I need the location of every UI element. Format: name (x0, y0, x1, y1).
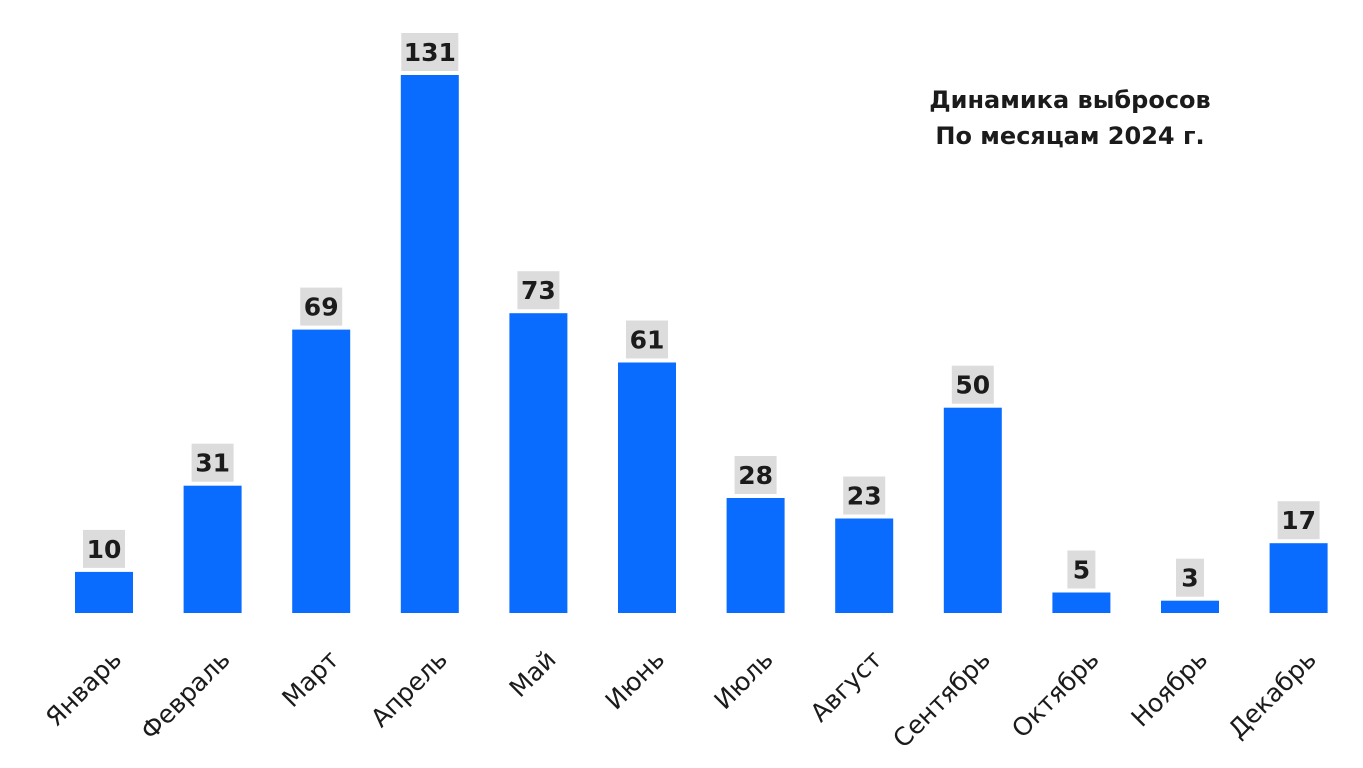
value-label-11: 3 (1181, 564, 1198, 593)
bar-3 (292, 329, 351, 613)
bar-4 (400, 75, 459, 613)
value-label-bg-8 (843, 476, 886, 515)
value-label-bg-10 (1067, 550, 1096, 589)
value-label-bg-7 (734, 456, 777, 494)
bar-8 (835, 518, 894, 613)
bar-1 (75, 571, 133, 613)
value-label-10: 5 (1073, 556, 1090, 585)
bar-12 (1269, 543, 1328, 613)
x-tick-label-7: Июль (709, 645, 779, 715)
value-label-bg-2 (191, 443, 234, 482)
x-tick-labels-group: Январь Февраль Март Апрель Май Июнь Июль Август… (40, 645, 1322, 754)
x-tick-label-4: Апрель (365, 645, 453, 733)
value-label-12: 17 (1281, 506, 1316, 535)
value-label-bg-12 (1277, 501, 1320, 540)
bar-5 (509, 313, 568, 613)
bar-10 (1052, 592, 1111, 613)
value-label-bg-9 (951, 365, 994, 404)
bar-11 (1161, 600, 1219, 613)
value-label-1: 10 (87, 535, 122, 564)
bar-6 (618, 362, 676, 613)
value-label-bg-5 (517, 271, 560, 310)
value-label-2: 31 (195, 449, 230, 478)
value-label-7: 28 (738, 461, 773, 490)
x-tick-label-3: Март (276, 645, 344, 713)
bars-group (75, 75, 1328, 613)
value-label-bg-1 (83, 529, 125, 568)
chart-subtitle: По месяцам 2024 г. (935, 122, 1205, 150)
bar-7 (726, 498, 785, 613)
x-tick-label-12: Декабрь (1223, 645, 1322, 744)
value-label-8: 23 (847, 482, 882, 511)
value-label-bg-3 (300, 287, 343, 326)
value-label-bg-6 (626, 320, 668, 359)
x-tick-label-1: Январь (40, 645, 127, 732)
x-tick-label-5: Май (504, 645, 562, 703)
value-labels-group: 10 31 69 131 73 61 28 23 50 5 3 17 (83, 33, 1320, 597)
x-tick-label-8: Август (805, 645, 888, 728)
x-tick-label-11: Ноябрь (1125, 645, 1213, 733)
chart-title: Динамика выбросов (929, 86, 1211, 114)
bar-9 (943, 407, 1002, 613)
x-tick-label-6: Июнь (600, 645, 671, 716)
value-label-3: 69 (304, 293, 339, 322)
value-label-bg-4 (401, 33, 459, 71)
chart-title-block: Динамика выбросов По месяцам 2024 г. (870, 82, 1270, 154)
x-tick-label-2: Февраль (135, 645, 236, 746)
value-label-6: 61 (630, 326, 665, 355)
value-label-bg-11 (1176, 558, 1204, 597)
x-tick-label-9: Сентябрь (887, 645, 996, 754)
value-label-4: 131 (404, 38, 456, 67)
bar-2 (183, 485, 242, 613)
value-label-9: 50 (955, 371, 990, 400)
x-tick-label-10: Октябрь (1006, 645, 1105, 744)
value-label-5: 73 (521, 276, 556, 305)
